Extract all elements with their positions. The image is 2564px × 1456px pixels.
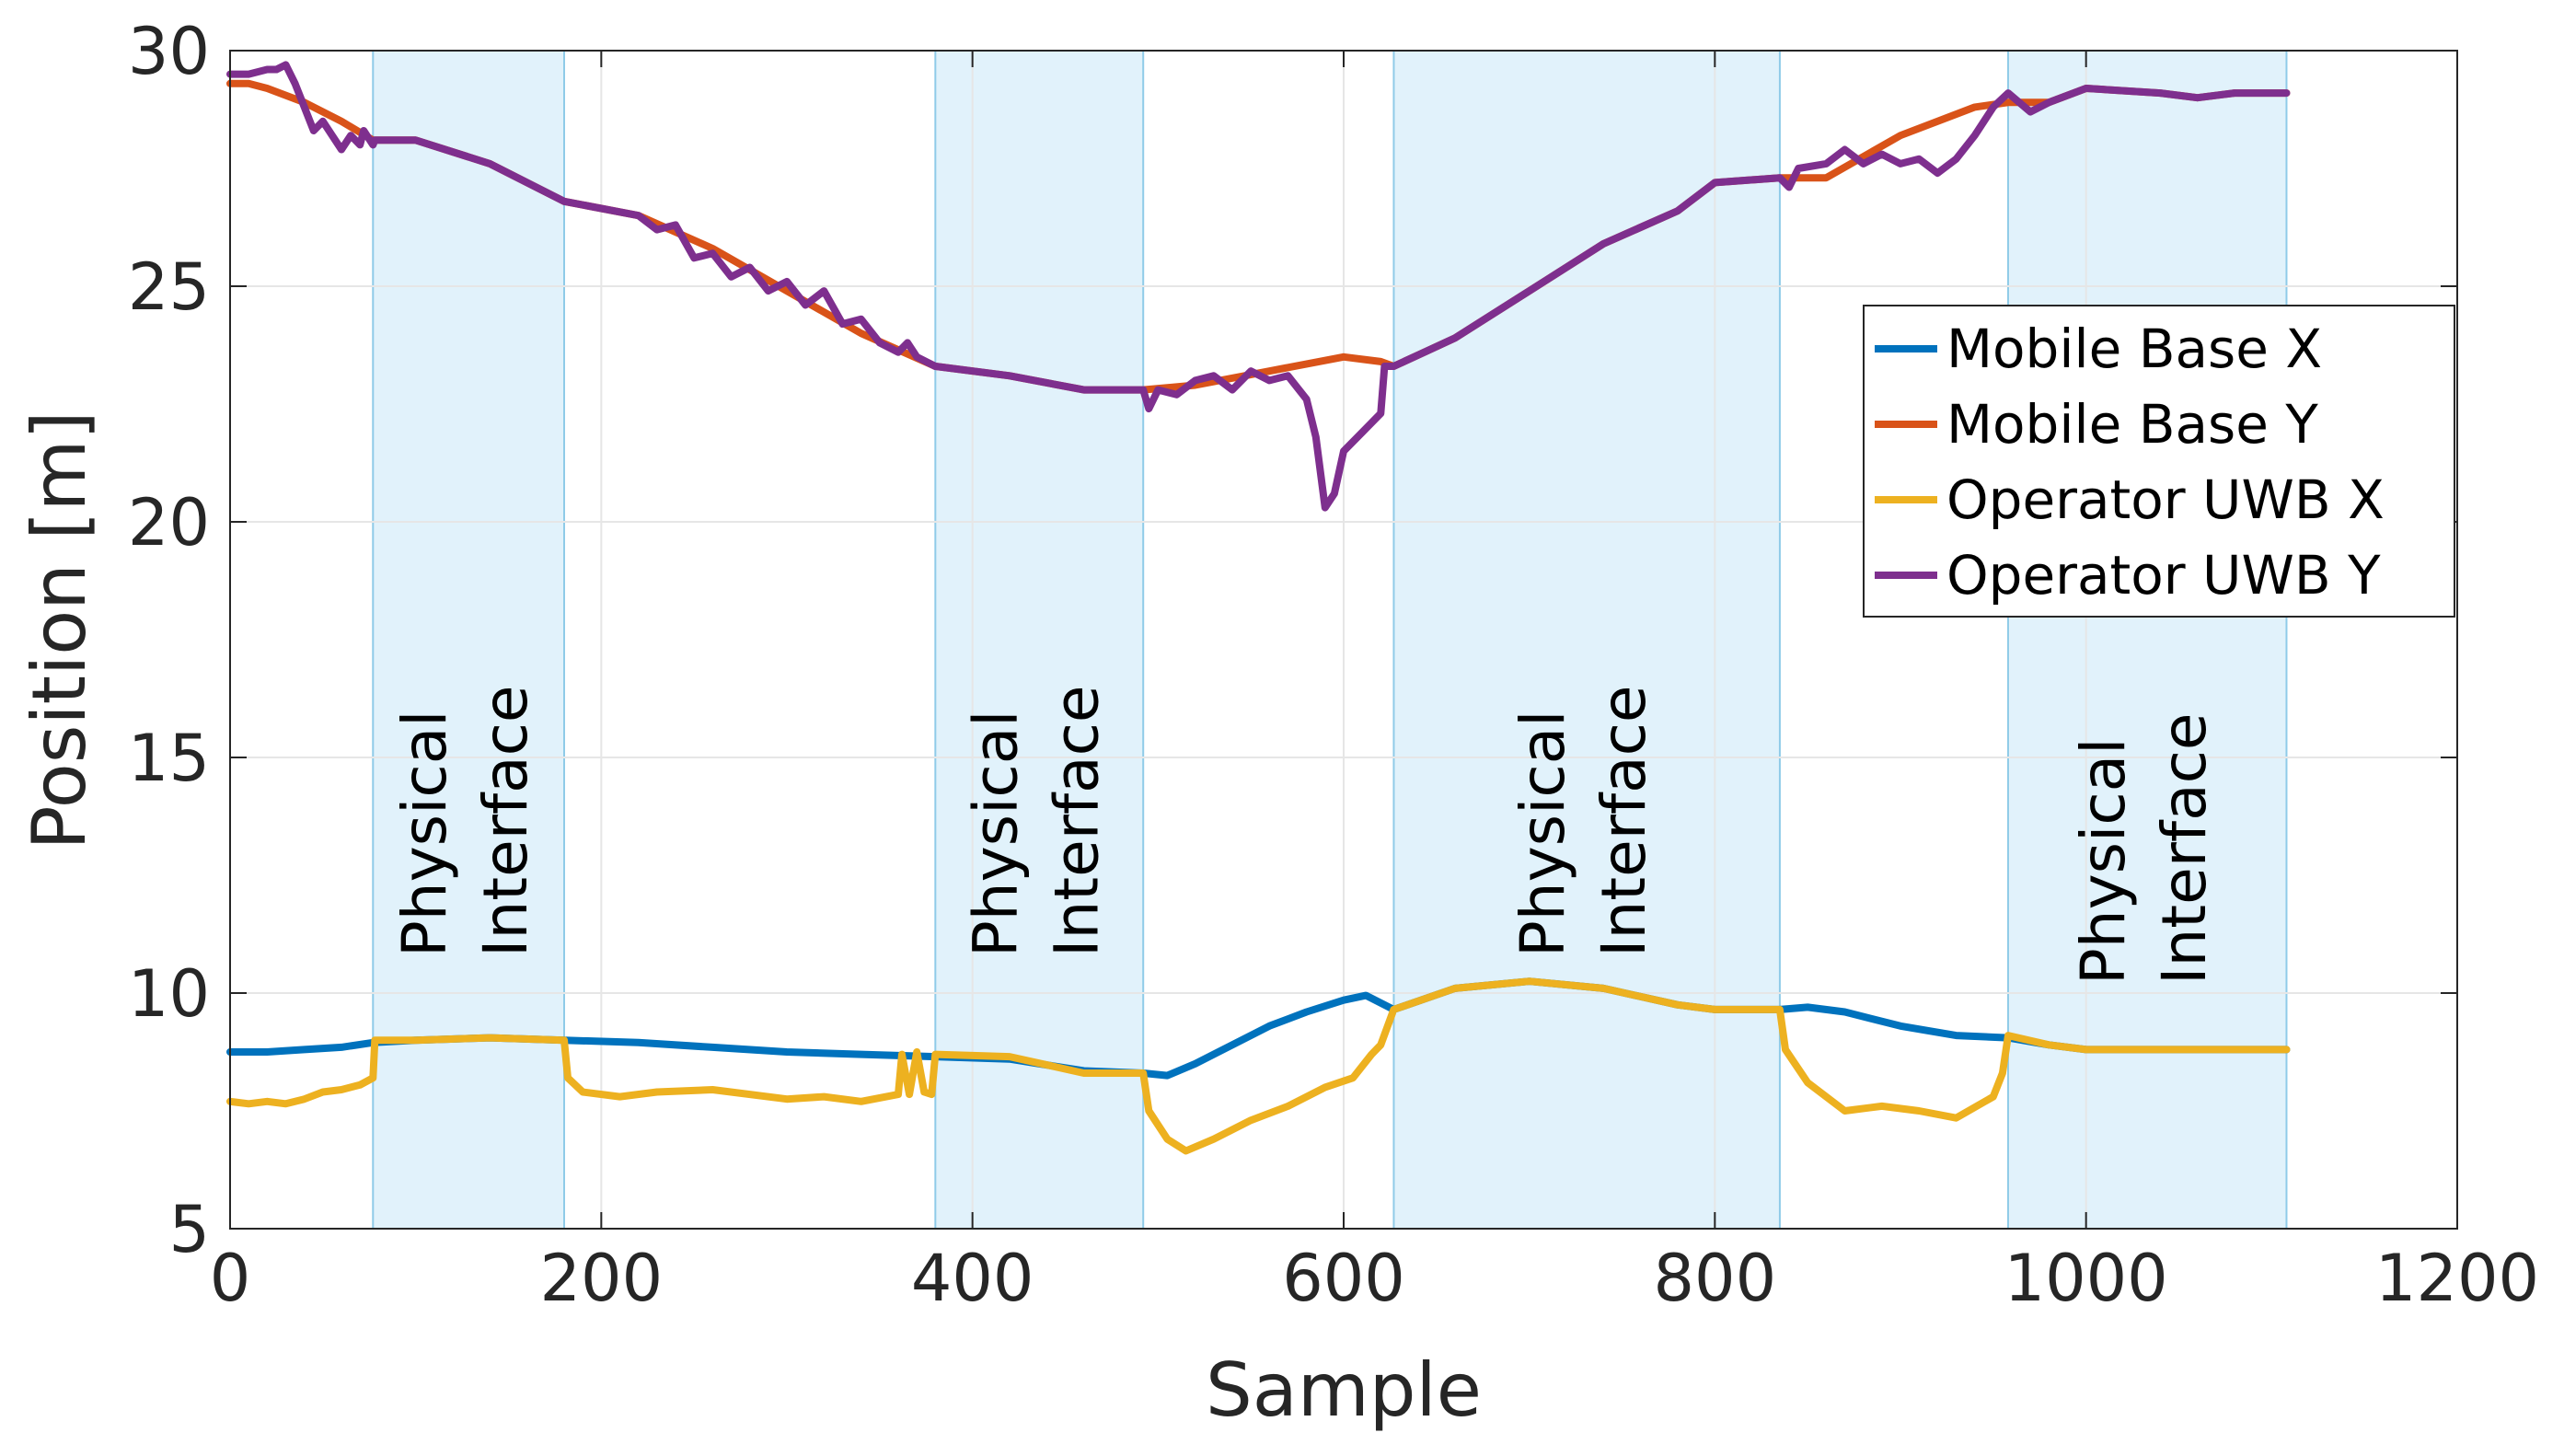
shaded-region-4 xyxy=(2006,50,2288,1230)
grid xyxy=(230,51,2457,1229)
region-label: Interface xyxy=(1041,686,1112,958)
legend-entry: Mobile Base X xyxy=(1946,318,2322,380)
legend-entry: Operator UWB X xyxy=(1946,468,2385,531)
y-tick-label: 30 xyxy=(128,14,210,89)
legend: Mobile Base X Mobile Base Y Operator UWB X… xyxy=(1863,305,2455,618)
shaded-region-2 xyxy=(934,50,1145,1230)
legend-box xyxy=(1863,305,2455,618)
x-tick-label: 800 xyxy=(1654,1241,1777,1316)
y-tick-label: 25 xyxy=(128,249,210,325)
x-axis-title: Sample xyxy=(1206,1347,1482,1433)
series-line-operator-uwb-x xyxy=(226,977,2291,1155)
y-tick-label: 5 xyxy=(168,1192,210,1267)
series-line-operator-uwb-y xyxy=(226,61,2291,512)
region-label: Physical xyxy=(960,711,1031,957)
region-label: Interface xyxy=(2149,713,2220,986)
y-tick-label: 20 xyxy=(128,485,210,560)
shaded-region-1 xyxy=(372,50,565,1230)
y-tick-label: 15 xyxy=(128,721,210,796)
series-lines xyxy=(226,61,2291,1155)
x-tick-label: 1200 xyxy=(2375,1241,2539,1316)
region-label: Physical xyxy=(389,711,460,957)
x-tick-label: 200 xyxy=(540,1241,664,1316)
shaded-region-3 xyxy=(1392,50,1781,1230)
x-tick-label: 0 xyxy=(210,1241,251,1316)
region-labels: Physical Interface Physical Interface Physic… xyxy=(389,686,2220,986)
x-tick-label: 600 xyxy=(1282,1241,1405,1316)
region-label: Interface xyxy=(470,686,541,958)
y-axis-title: Position [m] xyxy=(17,410,102,849)
region-label: Physical xyxy=(2068,738,2139,985)
axis-ticks: 0 200 400 600 800 1000 1200 5 10 15 20 25 30 xyxy=(128,14,2539,1316)
region-label: Physical xyxy=(1507,711,1578,957)
legend-entry: Mobile Base Y xyxy=(1946,393,2318,456)
x-tick-label: 1000 xyxy=(2004,1241,2168,1316)
region-label: Interface xyxy=(1588,686,1659,958)
y-tick-label: 10 xyxy=(128,956,210,1032)
legend-entry: Operator UWB Y xyxy=(1946,544,2381,607)
x-tick-label: 400 xyxy=(911,1241,1034,1316)
